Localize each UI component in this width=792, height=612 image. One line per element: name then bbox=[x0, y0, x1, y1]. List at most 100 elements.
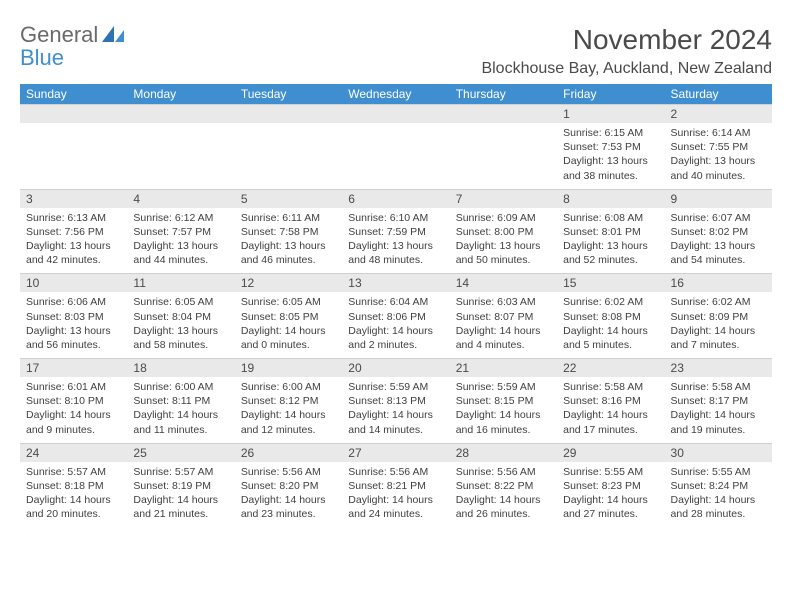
day-dl2: and 38 minutes. bbox=[563, 169, 658, 183]
day-sr: Sunrise: 6:13 AM bbox=[26, 211, 121, 225]
day-number: 14 bbox=[450, 273, 557, 292]
day-dl2: and 23 minutes. bbox=[241, 507, 336, 521]
day-sr: Sunrise: 5:56 AM bbox=[241, 465, 336, 479]
day-dl1: Daylight: 13 hours bbox=[348, 239, 443, 253]
calendar-cell: 6Sunrise: 6:10 AMSunset: 7:59 PMDaylight… bbox=[342, 189, 449, 274]
day-sr: Sunrise: 6:01 AM bbox=[26, 380, 121, 394]
day-number: 18 bbox=[127, 358, 234, 377]
day-body: Sunrise: 5:58 AMSunset: 8:17 PMDaylight:… bbox=[665, 377, 772, 443]
day-number: 27 bbox=[342, 443, 449, 462]
day-dl1: Daylight: 14 hours bbox=[563, 493, 658, 507]
day-body: Sunrise: 5:57 AMSunset: 8:19 PMDaylight:… bbox=[127, 462, 234, 528]
day-sr: Sunrise: 5:57 AM bbox=[133, 465, 228, 479]
day-body: Sunrise: 5:58 AMSunset: 8:16 PMDaylight:… bbox=[557, 377, 664, 443]
day-sr: Sunrise: 6:00 AM bbox=[241, 380, 336, 394]
day-ss: Sunset: 8:09 PM bbox=[671, 310, 766, 324]
day-header: Thursday bbox=[450, 84, 557, 104]
calendar-cell: 10Sunrise: 6:06 AMSunset: 8:03 PMDayligh… bbox=[20, 273, 127, 358]
day-dl2: and 46 minutes. bbox=[241, 253, 336, 267]
calendar-week-row: 17Sunrise: 6:01 AMSunset: 8:10 PMDayligh… bbox=[20, 358, 772, 443]
day-ss: Sunset: 8:21 PM bbox=[348, 479, 443, 493]
day-body: Sunrise: 6:03 AMSunset: 8:07 PMDaylight:… bbox=[450, 292, 557, 358]
calendar-table: Sunday Monday Tuesday Wednesday Thursday… bbox=[20, 84, 772, 527]
day-dl1: Daylight: 14 hours bbox=[26, 408, 121, 422]
day-header: Saturday bbox=[665, 84, 772, 104]
title-block: November 2024 Blockhouse Bay, Auckland, … bbox=[481, 24, 772, 78]
day-body bbox=[450, 123, 557, 187]
day-dl2: and 28 minutes. bbox=[671, 507, 766, 521]
logo: General Blue bbox=[20, 24, 124, 70]
day-dl1: Daylight: 14 hours bbox=[348, 408, 443, 422]
day-body: Sunrise: 6:08 AMSunset: 8:01 PMDaylight:… bbox=[557, 208, 664, 274]
day-body: Sunrise: 6:07 AMSunset: 8:02 PMDaylight:… bbox=[665, 208, 772, 274]
day-number bbox=[20, 104, 127, 123]
day-ss: Sunset: 8:23 PM bbox=[563, 479, 658, 493]
calendar-cell bbox=[450, 104, 557, 189]
calendar-cell: 19Sunrise: 6:00 AMSunset: 8:12 PMDayligh… bbox=[235, 358, 342, 443]
day-ss: Sunset: 7:58 PM bbox=[241, 225, 336, 239]
calendar-cell: 27Sunrise: 5:56 AMSunset: 8:21 PMDayligh… bbox=[342, 443, 449, 528]
day-body: Sunrise: 5:56 AMSunset: 8:20 PMDaylight:… bbox=[235, 462, 342, 528]
day-number: 25 bbox=[127, 443, 234, 462]
day-sr: Sunrise: 5:55 AM bbox=[671, 465, 766, 479]
day-number: 3 bbox=[20, 189, 127, 208]
day-sr: Sunrise: 6:05 AM bbox=[133, 295, 228, 309]
day-body: Sunrise: 6:02 AMSunset: 8:08 PMDaylight:… bbox=[557, 292, 664, 358]
day-ss: Sunset: 8:04 PM bbox=[133, 310, 228, 324]
logo-text-blue: Blue bbox=[20, 45, 64, 70]
day-dl2: and 27 minutes. bbox=[563, 507, 658, 521]
day-sr: Sunrise: 5:58 AM bbox=[563, 380, 658, 394]
day-dl1: Daylight: 14 hours bbox=[133, 493, 228, 507]
day-number: 19 bbox=[235, 358, 342, 377]
day-body: Sunrise: 5:59 AMSunset: 8:13 PMDaylight:… bbox=[342, 377, 449, 443]
logo-text-general: General bbox=[20, 22, 98, 47]
day-body: Sunrise: 5:56 AMSunset: 8:22 PMDaylight:… bbox=[450, 462, 557, 528]
calendar-cell: 17Sunrise: 6:01 AMSunset: 8:10 PMDayligh… bbox=[20, 358, 127, 443]
day-dl2: and 54 minutes. bbox=[671, 253, 766, 267]
day-body: Sunrise: 6:11 AMSunset: 7:58 PMDaylight:… bbox=[235, 208, 342, 274]
day-dl2: and 19 minutes. bbox=[671, 423, 766, 437]
day-dl2: and 58 minutes. bbox=[133, 338, 228, 352]
day-dl1: Daylight: 13 hours bbox=[133, 239, 228, 253]
day-dl1: Daylight: 13 hours bbox=[563, 154, 658, 168]
day-dl1: Daylight: 14 hours bbox=[241, 493, 336, 507]
day-sr: Sunrise: 6:09 AM bbox=[456, 211, 551, 225]
calendar-week-row: 1Sunrise: 6:15 AMSunset: 7:53 PMDaylight… bbox=[20, 104, 772, 189]
day-dl1: Daylight: 14 hours bbox=[456, 408, 551, 422]
calendar-week-row: 3 Sunrise: 6:13 AMSunset: 7:56 PM Daylight… bbox=[20, 189, 772, 274]
calendar-cell: 11Sunrise: 6:05 AMSunset: 8:04 PMDayligh… bbox=[127, 273, 234, 358]
day-sr: Sunrise: 5:56 AM bbox=[456, 465, 551, 479]
day-dl2: and 9 minutes. bbox=[26, 423, 121, 437]
day-body: Sunrise: 6:14 AMSunset: 7:55 PMDaylight:… bbox=[665, 123, 772, 189]
calendar-cell: 2Sunrise: 6:14 AMSunset: 7:55 PMDaylight… bbox=[665, 104, 772, 189]
day-body: Sunrise: 6:00 AMSunset: 8:12 PMDaylight:… bbox=[235, 377, 342, 443]
day-sr: Sunrise: 6:06 AM bbox=[26, 295, 121, 309]
day-dl2: and 20 minutes. bbox=[26, 507, 121, 521]
day-number: 4 bbox=[127, 189, 234, 208]
day-number: 13 bbox=[342, 273, 449, 292]
day-dl2: and 50 minutes. bbox=[456, 253, 551, 267]
day-body: Sunrise: 6:09 AMSunset: 8:00 PMDaylight:… bbox=[450, 208, 557, 274]
day-dl2: and 26 minutes. bbox=[456, 507, 551, 521]
day-number: 23 bbox=[665, 358, 772, 377]
calendar-cell: 4Sunrise: 6:12 AMSunset: 7:57 PMDaylight… bbox=[127, 189, 234, 274]
day-ss: Sunset: 7:56 PM bbox=[26, 225, 121, 239]
day-ss: Sunset: 8:19 PM bbox=[133, 479, 228, 493]
day-body bbox=[342, 123, 449, 187]
day-body: Sunrise: 5:55 AMSunset: 8:23 PMDaylight:… bbox=[557, 462, 664, 528]
day-ss: Sunset: 8:01 PM bbox=[563, 225, 658, 239]
day-ss: Sunset: 8:02 PM bbox=[671, 225, 766, 239]
day-dl1: Daylight: 14 hours bbox=[563, 324, 658, 338]
day-number bbox=[235, 104, 342, 123]
day-dl2: and 16 minutes. bbox=[456, 423, 551, 437]
day-body: Sunrise: 6:15 AMSunset: 7:53 PMDaylight:… bbox=[557, 123, 664, 189]
day-dl2: and 0 minutes. bbox=[241, 338, 336, 352]
day-number: 1 bbox=[557, 104, 664, 123]
day-ss: Sunset: 8:07 PM bbox=[456, 310, 551, 324]
day-number: 6 bbox=[342, 189, 449, 208]
day-dl1: Daylight: 14 hours bbox=[456, 324, 551, 338]
day-body: Sunrise: 5:59 AMSunset: 8:15 PMDaylight:… bbox=[450, 377, 557, 443]
day-header: Friday bbox=[557, 84, 664, 104]
calendar-cell: 26Sunrise: 5:56 AMSunset: 8:20 PMDayligh… bbox=[235, 443, 342, 528]
day-ss: Sunset: 7:57 PM bbox=[133, 225, 228, 239]
